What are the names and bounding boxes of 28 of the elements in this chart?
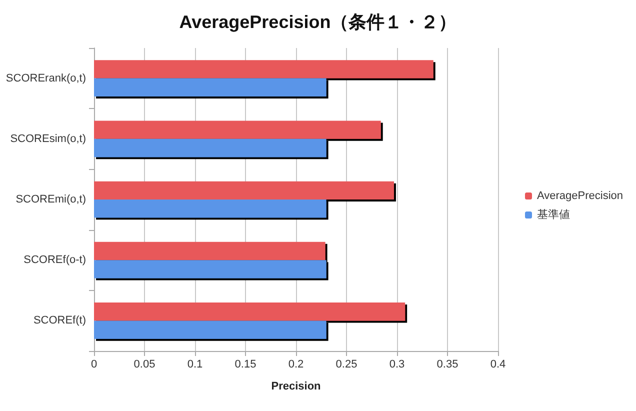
- y-tick-label: SCORErank(o,t): [6, 72, 86, 84]
- y-tick-label: SCOREf(o-t): [24, 254, 86, 266]
- x-tick-label: 0.15: [234, 358, 256, 370]
- x-tick-label: 0.3: [389, 358, 405, 370]
- x-tick-label: 0.35: [436, 358, 458, 370]
- x-tick-label: 0.1: [187, 358, 203, 370]
- x-tick-label: 0: [90, 358, 98, 370]
- bar: [94, 302, 406, 321]
- bar: [94, 60, 434, 78]
- legend-label: AveragePrecision: [536, 190, 624, 202]
- bar: [94, 138, 326, 158]
- chart-title: AveragePrecision（条件１・２）: [179, 12, 457, 32]
- x-tick-label: 0.05: [134, 358, 156, 370]
- bar: [94, 200, 326, 218]
- y-tick-label: SCOREf(t): [33, 314, 86, 327]
- x-tick-label: 0.4: [490, 358, 506, 370]
- bar: [94, 320, 326, 339]
- x-tick-label: 0.25: [336, 358, 358, 370]
- bar: [94, 242, 326, 260]
- bar: [94, 120, 381, 139]
- x-axis-title: Precision: [271, 380, 322, 392]
- x-tick-label: 0.2: [288, 358, 304, 370]
- bar: [94, 260, 326, 278]
- y-tick-label: SCOREmi(o,t): [16, 194, 86, 206]
- legend-label: 基準値: [536, 208, 570, 221]
- bar: [94, 78, 326, 96]
- bar: [94, 181, 394, 200]
- y-tick-label: SCOREsim(o,t): [10, 132, 86, 145]
